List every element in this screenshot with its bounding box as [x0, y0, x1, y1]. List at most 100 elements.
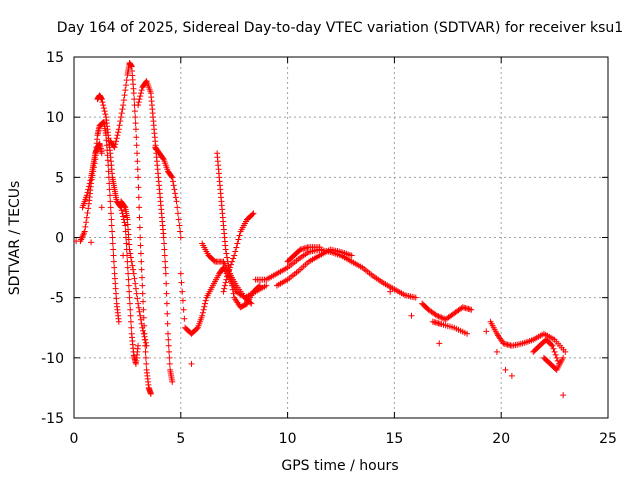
data-point-track-c — [102, 111, 109, 118]
data-point-track-d — [122, 82, 129, 89]
data-point-outliers — [120, 252, 127, 259]
data-point-track-j — [222, 246, 229, 253]
data-point-track-k — [224, 270, 231, 277]
y-grid — [74, 116, 608, 359]
data-point-track-g — [169, 174, 176, 181]
data-point-track-d — [147, 390, 154, 397]
data-point-track-g — [175, 216, 182, 223]
data-point-track-f — [161, 252, 168, 259]
data-point-track-f — [169, 378, 176, 385]
data-point-track-q — [562, 348, 569, 355]
data-point-track-k — [249, 211, 256, 218]
data-point-track-a — [105, 168, 112, 175]
data-point-track-f — [163, 290, 170, 297]
data-point-track-d — [138, 266, 145, 273]
data-point-track-d — [137, 242, 144, 249]
data-point-track-c — [127, 306, 134, 313]
data-point-track-o — [436, 313, 443, 320]
data-point-track-d — [121, 92, 128, 99]
data-point-track-d — [140, 306, 147, 313]
data-point-track-k — [222, 279, 229, 286]
data-point-track-r — [554, 357, 561, 364]
data-point-track-c — [128, 324, 135, 331]
data-point-track-g — [171, 186, 178, 193]
data-point-track-a — [82, 223, 89, 230]
data-point-track-d — [139, 282, 146, 289]
data-point-track-k — [231, 252, 238, 259]
data-point-track-b — [85, 183, 92, 190]
data-point-track-a — [107, 204, 114, 211]
data-point-track-b — [85, 186, 92, 193]
data-point-track-a — [106, 192, 113, 199]
y-tick-label: -5 — [50, 291, 64, 307]
data-point-track-e — [143, 342, 150, 349]
data-point-track-d — [143, 360, 150, 367]
data-point-track-a — [111, 275, 118, 282]
data-point-track-e — [133, 290, 140, 297]
data-point-track-f — [135, 99, 142, 106]
data-point-track-d — [142, 354, 149, 361]
data-point-track-d — [136, 204, 143, 211]
data-point-track-k — [250, 210, 257, 217]
data-point-track-a — [108, 216, 115, 223]
data-point-track-a — [115, 318, 122, 325]
data-point-track-e — [132, 285, 139, 292]
data-point-track-j — [223, 250, 230, 257]
data-point-track-d — [132, 120, 139, 127]
data-point-track-e — [125, 231, 132, 238]
data-point-track-c — [124, 264, 131, 271]
data-point-track-c — [98, 96, 105, 103]
data-point-track-h — [263, 282, 270, 289]
data-point-track-e — [139, 324, 146, 331]
data-point-outliers — [508, 372, 515, 379]
data-point-track-k — [225, 267, 232, 274]
data-point-track-c — [123, 240, 130, 247]
data-point-track-h — [181, 315, 188, 322]
data-point-track-k — [235, 236, 242, 243]
data-point-track-d — [122, 87, 129, 94]
data-point-track-a — [109, 240, 116, 247]
data-point-track-d — [113, 138, 120, 145]
y-axis-label: SDTVAR / TECUs — [7, 181, 23, 296]
data-point-track-c — [100, 102, 107, 109]
data-point-track-g — [177, 234, 184, 241]
x-tick-label: 25 — [599, 431, 617, 447]
data-point-track-c — [101, 108, 108, 115]
data-point-track-e — [125, 226, 132, 233]
data-point-track-o — [435, 313, 442, 320]
data-point-track-a — [113, 290, 120, 297]
data-point-track-e — [127, 254, 134, 261]
data-point-track-e — [126, 246, 133, 253]
data-point-track-f — [138, 87, 145, 94]
data-point-track-e — [138, 320, 145, 327]
data-point-track-d — [116, 122, 123, 129]
data-point-track-e — [137, 312, 144, 319]
data-point-track-g — [169, 178, 176, 185]
data-point-track-k — [230, 255, 237, 262]
data-point-track-b — [84, 189, 91, 196]
data-point-track-a — [109, 228, 116, 235]
data-point-track-f — [142, 79, 149, 86]
data-point-track-d — [140, 298, 147, 305]
data-point-track-c — [135, 342, 142, 349]
data-point-track-f — [161, 240, 168, 247]
data-point-track-c — [118, 207, 125, 214]
data-point-track-a — [110, 252, 117, 259]
data-point-track-a — [108, 210, 115, 217]
data-point-track-g — [160, 155, 166, 162]
data-point-track-g — [173, 198, 180, 205]
data-point-track-d — [134, 150, 141, 157]
data-point-track-c — [127, 312, 134, 319]
data-points — [73, 60, 569, 399]
data-point-outliers — [88, 239, 95, 246]
data-point-track-d — [136, 214, 143, 221]
data-point-track-f — [162, 264, 169, 271]
data-point-track-f — [137, 90, 144, 97]
data-point-track-d — [120, 97, 127, 104]
y-tick-label: 10 — [46, 110, 64, 126]
data-point-track-g — [172, 190, 179, 197]
data-point-track-d — [117, 118, 124, 125]
data-point-track-o — [468, 306, 475, 313]
data-point-track-d — [134, 158, 141, 165]
data-point-track-d — [133, 134, 140, 141]
